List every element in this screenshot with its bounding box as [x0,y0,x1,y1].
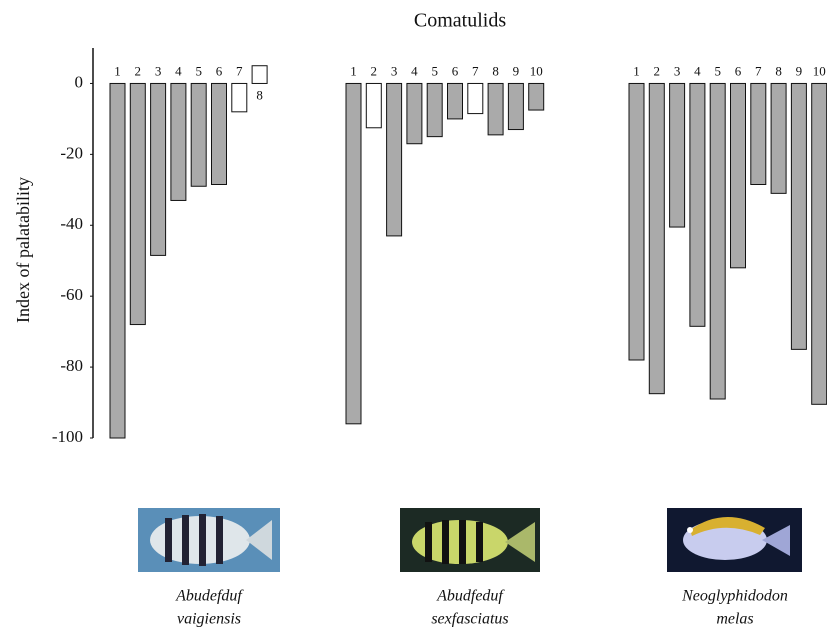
bar [790,82,807,350]
y-tick-label: -40 [60,214,83,233]
bar-label: 2 [654,63,661,78]
bar [628,82,645,361]
bar [345,82,362,425]
bar-label: 9 [513,63,520,78]
bar-label: 2 [135,63,142,78]
bar-label: 8 [492,63,499,78]
bar-label: 1 [633,63,640,78]
group-label: Neoglyphidodon [681,588,788,605]
bar-label: 5 [431,63,438,78]
y-tick-label: -80 [60,356,83,375]
bar-label: 2 [371,63,378,78]
bar [730,82,746,269]
bar [709,82,726,400]
bar [528,82,545,111]
bar [648,82,665,395]
bar-label: 5 [195,63,202,78]
bar-label: 7 [236,63,243,78]
bar [770,82,787,194]
bar-label: 3 [674,63,681,78]
y-axis-label: Index of palatability [13,177,33,323]
bar [487,82,504,136]
bar [669,82,686,228]
group-label: Abudefduf [175,588,244,605]
bar [386,82,403,237]
y-tick-label: -60 [60,285,83,304]
bar [251,65,268,84]
bar-label: 4 [175,63,182,78]
bar [426,82,443,138]
fish-photo [400,508,540,572]
bar-label: 5 [714,63,721,78]
bar-label: 8 [256,87,263,102]
bar [190,82,207,187]
bar [750,82,767,185]
bar [150,82,167,256]
bar-label: 4 [411,63,418,78]
bar [507,82,524,131]
bar-label: 6 [216,63,223,78]
bar-label: 7 [472,63,479,78]
bar [109,82,126,439]
bar [170,82,187,201]
bar-label: 1 [350,63,357,78]
bar-label: 1 [114,63,121,78]
y-tick-label: 0 [75,72,84,91]
bar-label: 8 [775,63,782,78]
y-tick-label: -100 [52,427,83,446]
fish-photo [138,508,280,572]
bar-label: 3 [155,63,162,78]
y-tick-label: -20 [60,143,83,162]
fish-photo [667,508,802,572]
group-label: melas [716,611,753,627]
bar-label: 10 [813,63,826,78]
bar [447,82,463,120]
chart-title: Comatulids [414,10,506,32]
bar [689,82,706,327]
group-label: vaigiensis [177,611,241,627]
bar-label: 3 [391,63,398,78]
group-label: sexfasciatus [431,611,508,627]
bar [811,82,827,405]
bar-label: 4 [694,63,701,78]
bar-label: 10 [530,63,543,78]
bar [211,82,227,185]
group-label: Abudfeduf [436,588,505,605]
bar-label: 6 [452,63,459,78]
bar [231,82,248,113]
bar [467,82,484,115]
bar [129,82,146,326]
bar [406,82,423,145]
bar-label: 9 [796,63,803,78]
bar [365,82,382,129]
bar-label: 7 [755,63,762,78]
bar-label: 6 [735,63,742,78]
